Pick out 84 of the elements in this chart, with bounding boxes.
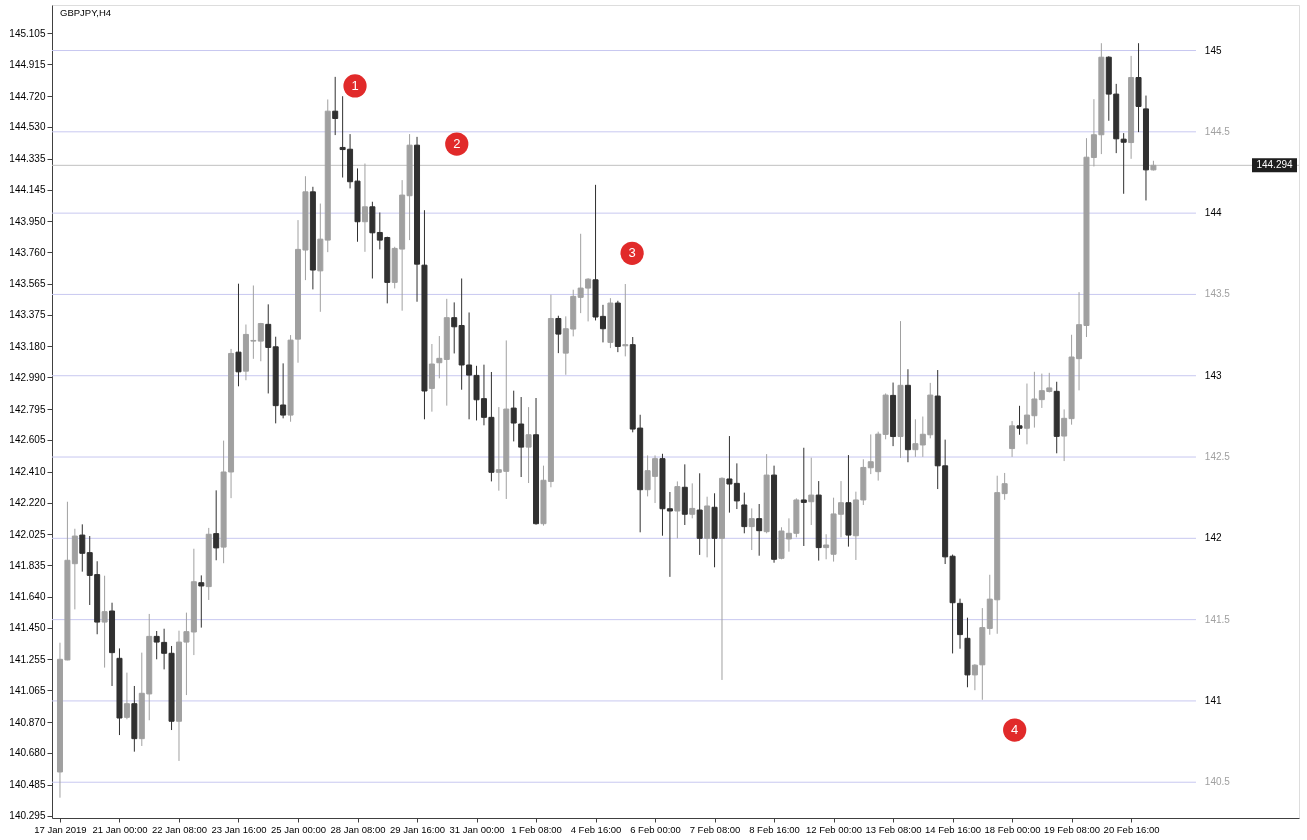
candlestick [1120,132,1127,195]
y-tick-label: 143.565 [9,278,46,290]
ref-line-label: 143.5 [1204,288,1231,300]
x-tick-label: 20 Feb 16:00 [1103,823,1160,835]
y-tick-label: 143.180 [9,340,46,352]
annotation: 144.294 [1256,159,1294,171]
y-tick-label: 140.870 [9,716,46,728]
candlestick [332,76,339,136]
candlestick [123,672,130,720]
y-tick-label: 141.835 [9,559,46,571]
x-tick-label: 28 Jan 08:00 [330,823,386,835]
y-tick-label: 144.915 [9,58,46,70]
ref-line-label: 142 [1204,532,1222,544]
y-tick-label: 142.795 [9,403,46,415]
y-tick-label: 144.335 [9,153,46,165]
y-tick-label: 142.025 [9,528,46,540]
candlestick [525,406,532,484]
ref-line-label: 144 [1204,207,1222,219]
y-tick-label: 140.485 [9,779,46,791]
candlestick [436,335,443,379]
x-tick-label: 25 Jan 00:00 [271,823,326,835]
annotation: 4 [1011,722,1019,738]
candlestick [101,575,108,669]
x-tick-label: 18 Feb 00:00 [984,823,1041,835]
y-tick-label: 140.295 [9,810,46,822]
y-tick-label: 142.220 [9,497,46,509]
candlestick [198,574,205,629]
y-tick-label: 141.640 [9,591,46,603]
y-tick-label: 142.410 [9,466,46,478]
x-tick-label: 31 Jan 00:00 [449,823,505,835]
annotation: 2 [453,136,461,152]
x-tick-label: 7 Feb 08:00 [689,823,741,835]
candlestick [79,523,86,573]
candlestick [235,283,242,387]
y-tick-label: 143.950 [9,215,46,227]
annotation: 3 [628,245,636,261]
candlestick [622,283,629,357]
candlestick [1009,420,1016,458]
y-tick-label: 141.255 [9,653,46,665]
ref-line-label: 144.5 [1204,125,1231,137]
candlestick [741,492,748,534]
candlestick [265,303,272,394]
y-tick-label: 140.680 [9,747,46,759]
ref-line-label: 145 [1204,44,1222,56]
x-tick-label: 17 Jan 2019 [34,823,87,835]
y-tick-label: 145.105 [9,27,46,39]
candlestick [213,489,220,561]
y-tick-label: 142.990 [9,371,46,383]
ref-line-label: 142.5 [1204,451,1231,463]
x-tick-label: 1 Feb 08:00 [511,823,562,835]
candlestick [689,482,696,519]
y-tick-label: 143.760 [9,246,46,258]
x-tick-label: 12 Feb 00:00 [806,823,863,835]
candlestick [800,447,807,547]
candlestick [748,507,755,551]
x-tick-label: 21 Jan 00:00 [92,823,148,835]
candlestick [756,503,763,557]
x-tick-label: 22 Jan 08:00 [152,823,207,835]
y-tick-label: 144.145 [9,184,46,196]
y-tick-label: 142.605 [9,434,46,446]
candlestick [555,315,562,354]
x-tick-label: 13 Feb 08:00 [865,823,922,835]
x-tick-label: 29 Jan 16:00 [390,823,445,835]
chart-title: GBPJPY,H4 [60,7,112,18]
y-tick-label: 141.065 [9,684,46,696]
x-tick-label: 14 Feb 16:00 [925,823,982,835]
ref-line-label: 141.5 [1204,613,1231,625]
candlestick [971,663,978,691]
x-tick-label: 23 Jan 16:00 [211,823,267,835]
y-tick-label: 141.450 [9,622,46,634]
y-tick-label: 144.530 [9,121,46,133]
ref-line-label: 143 [1204,369,1222,381]
x-tick-label: 6 Feb 00:00 [630,823,681,835]
x-tick-label: 4 Feb 16:00 [570,823,622,835]
y-tick-label: 144.720 [9,90,46,102]
candlestick [361,163,368,253]
ref-line-label: 140.5 [1204,776,1231,788]
candlestick [1016,405,1023,436]
x-tick-label: 19 Feb 08:00 [1044,823,1101,835]
ref-line-label: 141 [1204,694,1222,706]
annotation: 1 [351,77,359,93]
y-tick-label: 143.375 [9,309,46,321]
candlestick [808,457,815,526]
x-tick-label: 8 Feb 16:00 [749,823,800,835]
